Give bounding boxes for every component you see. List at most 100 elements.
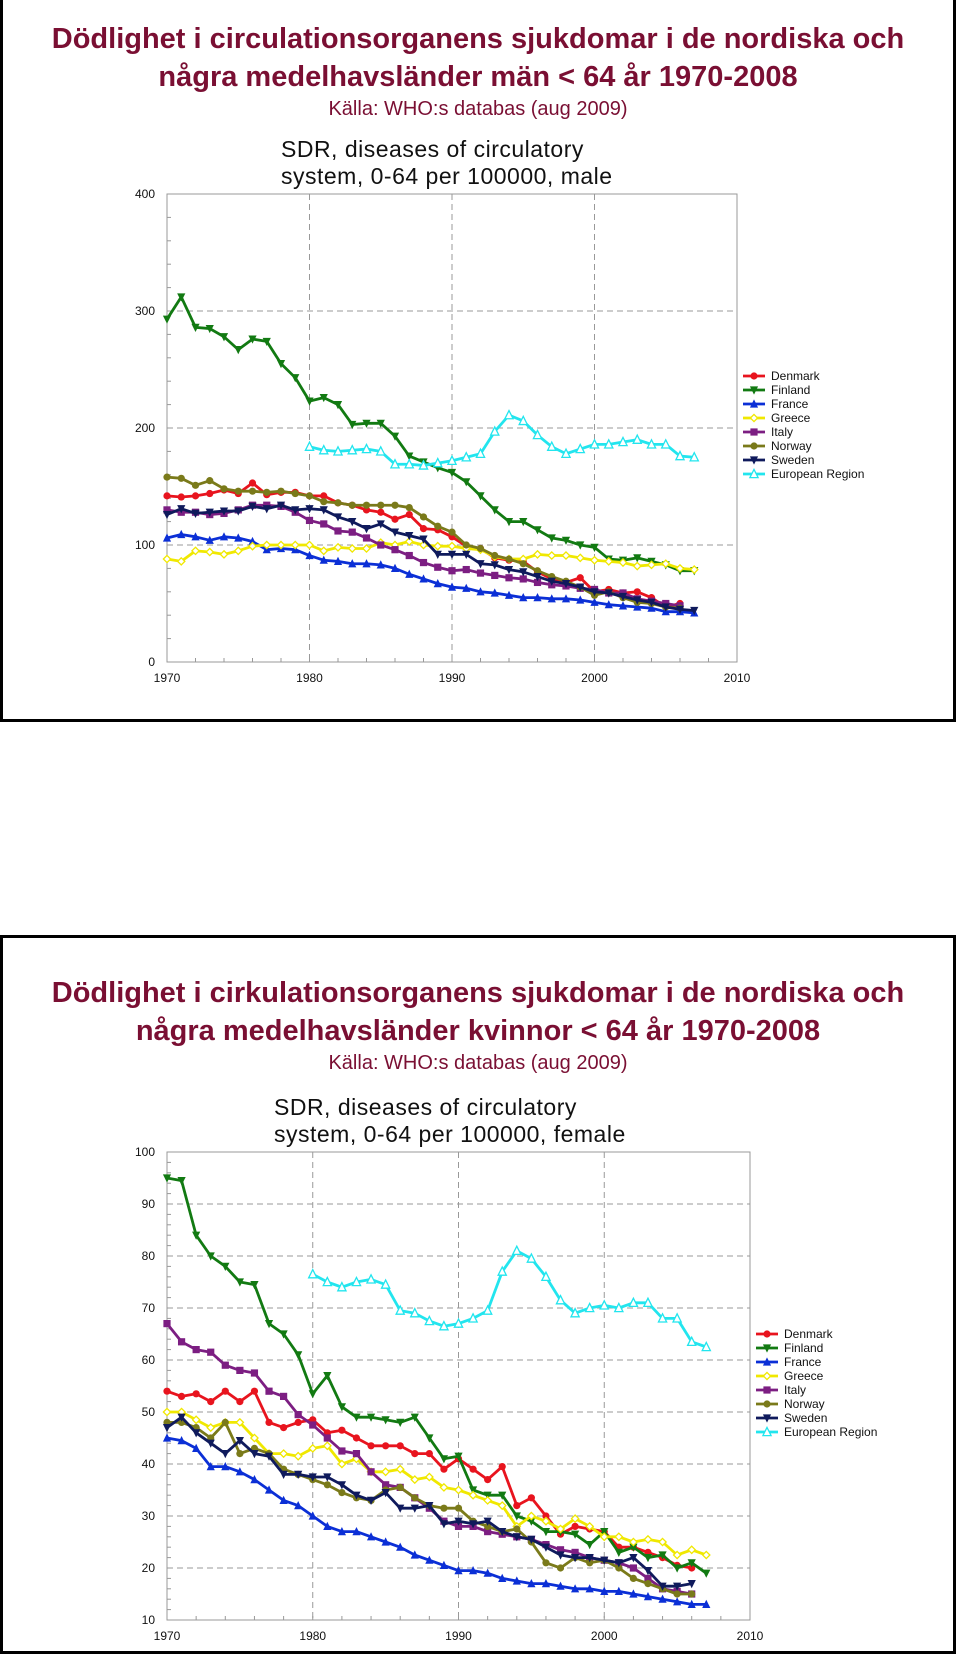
data-point <box>541 1579 551 1588</box>
data-point <box>469 1465 477 1473</box>
data-point <box>519 518 528 527</box>
data-point <box>362 559 371 568</box>
data-point <box>702 1569 711 1578</box>
data-point <box>352 1434 361 1442</box>
y-tick-label: 60 <box>142 1353 156 1367</box>
data-point <box>177 529 186 539</box>
x-tick-label: 2000 <box>581 671 608 685</box>
data-point <box>688 1564 696 1572</box>
data-point <box>600 1528 609 1537</box>
data-point <box>381 1467 391 1477</box>
data-point <box>396 1418 405 1427</box>
data-point <box>643 1534 653 1544</box>
data-point <box>629 1564 637 1572</box>
data-point <box>660 438 671 449</box>
minor-ticks <box>166 193 738 663</box>
data-point <box>248 487 257 495</box>
data-point <box>248 536 257 546</box>
data-point <box>425 1450 433 1458</box>
data-point <box>294 1418 302 1426</box>
data-point <box>404 536 414 547</box>
data-point <box>571 1522 579 1530</box>
data-point <box>308 1511 317 1520</box>
data-point <box>647 598 656 607</box>
data-point <box>418 540 429 550</box>
data-point <box>362 534 371 542</box>
data-point <box>483 1495 493 1505</box>
slide-male: Dödlighet i circulationsorganens sjukdom… <box>0 0 956 722</box>
data-point <box>497 1501 507 1511</box>
data-point <box>367 1442 375 1450</box>
data-point <box>533 567 542 575</box>
legend-item: Sweden <box>756 1411 827 1425</box>
data-point <box>351 1275 362 1287</box>
data-point <box>454 1504 463 1512</box>
data-point <box>438 1320 450 1331</box>
data-point <box>305 397 314 406</box>
slide-female: Dödlighet i cirkulationsorganens sjukdom… <box>0 935 956 1654</box>
legend-item: Denmark <box>756 1327 834 1341</box>
data-point <box>541 1543 551 1552</box>
data-point <box>453 1485 464 1495</box>
legend-label: Norway <box>784 1397 825 1411</box>
data-point <box>439 1520 449 1529</box>
legend-swatch-marker <box>762 1414 772 1423</box>
x-tick-label: 2000 <box>591 1629 618 1643</box>
y-tick-label: 50 <box>142 1405 156 1419</box>
data-point <box>366 1413 376 1422</box>
data-point <box>236 1366 244 1374</box>
data-point <box>348 518 357 527</box>
legend-swatch-marker <box>761 1425 773 1437</box>
data-point <box>391 546 399 554</box>
data-point <box>604 600 613 609</box>
data-point <box>323 1434 331 1442</box>
data-point <box>265 1387 273 1395</box>
data-point <box>512 1576 521 1585</box>
data-point <box>234 507 243 516</box>
data-point <box>419 513 428 521</box>
data-point <box>236 1398 244 1406</box>
data-point <box>348 501 356 509</box>
data-point <box>533 593 542 602</box>
data-point <box>576 595 585 604</box>
data-point <box>205 508 214 517</box>
data-point <box>689 565 699 575</box>
data-point <box>206 489 214 498</box>
data-point <box>661 559 671 569</box>
data-point <box>248 479 257 487</box>
data-point <box>410 1413 419 1422</box>
data-point <box>235 1437 244 1446</box>
data-point <box>304 540 315 550</box>
data-point <box>381 1489 390 1498</box>
y-tick-label: 0 <box>148 655 155 669</box>
slide-title: Dödlighet i circulationsorganens sjukdom… <box>3 20 953 96</box>
data-point <box>643 1592 653 1601</box>
data-point <box>323 1372 332 1381</box>
data-point <box>571 1548 579 1556</box>
data-point <box>305 516 314 525</box>
legend-item: Greece <box>756 1369 824 1383</box>
data-point <box>467 1312 479 1323</box>
slide-title: Dödlighet i cirkulationsorganens sjukdom… <box>3 974 953 1050</box>
data-point <box>614 1586 623 1595</box>
data-point <box>382 1442 390 1450</box>
data-point <box>503 409 515 420</box>
series-greece <box>162 1407 711 1560</box>
data-point <box>162 1174 172 1183</box>
data-point <box>248 335 257 344</box>
legend: DenmarkFinlandFranceGreeceItalyNorwaySwe… <box>756 1327 877 1439</box>
data-point <box>390 563 400 572</box>
legend-swatch-marker <box>762 1357 772 1366</box>
data-point <box>162 1407 172 1417</box>
data-point <box>476 560 485 569</box>
data-point <box>497 1265 508 1276</box>
data-point <box>519 575 527 583</box>
data-point <box>263 488 271 496</box>
data-point <box>352 1527 361 1536</box>
data-point <box>162 315 172 324</box>
data-point <box>191 481 200 489</box>
legend-label: Finland <box>771 383 810 397</box>
data-point <box>575 443 586 454</box>
data-point <box>323 1521 332 1530</box>
data-point <box>192 1443 201 1452</box>
